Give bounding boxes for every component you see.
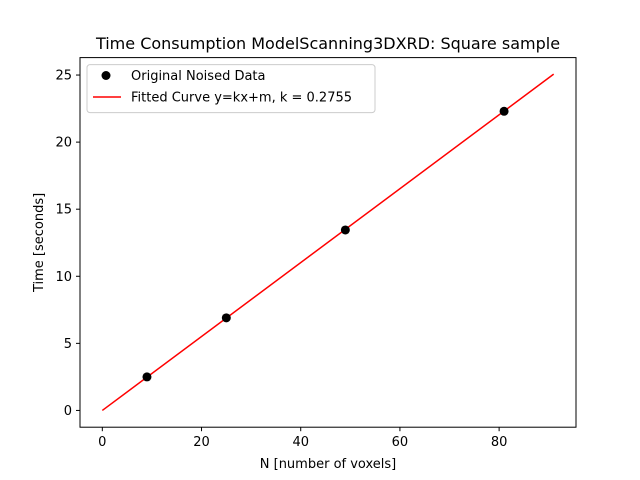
x-tick-label: 40: [292, 435, 309, 450]
y-axis-ticks: 0 5 10 15 20 25: [55, 69, 80, 419]
x-tick-label: 20: [193, 435, 210, 450]
y-tick-label: 10: [55, 270, 72, 285]
x-tick-label: 80: [491, 435, 508, 450]
x-axis-ticks: 0 20 40 60 80: [98, 427, 507, 450]
fit-layer: [101, 73, 555, 412]
plot-frame: [79, 57, 577, 428]
legend-box: [86, 64, 376, 114]
y-tick-label: 5: [64, 337, 72, 352]
fitted-curve-line: [101, 73, 555, 412]
x-tick-label: 60: [392, 435, 409, 450]
y-tick-label: 25: [55, 69, 72, 84]
legend-label-data: Original Noised Data: [131, 69, 266, 84]
data-point: [142, 372, 152, 382]
y-tick-label: 20: [55, 136, 72, 151]
y-tick-label: 15: [55, 203, 72, 218]
legend-marker-scatter: [101, 71, 111, 80]
x-axis-label: N [number of voxels]: [260, 457, 396, 472]
y-tick-label: 0: [64, 404, 72, 419]
x-tick-label: 0: [98, 435, 106, 450]
data-point: [340, 225, 350, 235]
data-point: [499, 106, 509, 116]
legend: Original Noised Data Fitted Curve y=kx+m…: [86, 64, 376, 114]
chart-title: Time Consumption ModelScanning3DXRD: Squ…: [95, 34, 560, 53]
legend-label-fit: Fitted Curve y=kx+m, k = 0.2755: [131, 91, 352, 106]
y-axis-label: Time [seconds]: [32, 193, 47, 293]
points-layer: [142, 106, 509, 382]
data-point: [221, 313, 231, 323]
